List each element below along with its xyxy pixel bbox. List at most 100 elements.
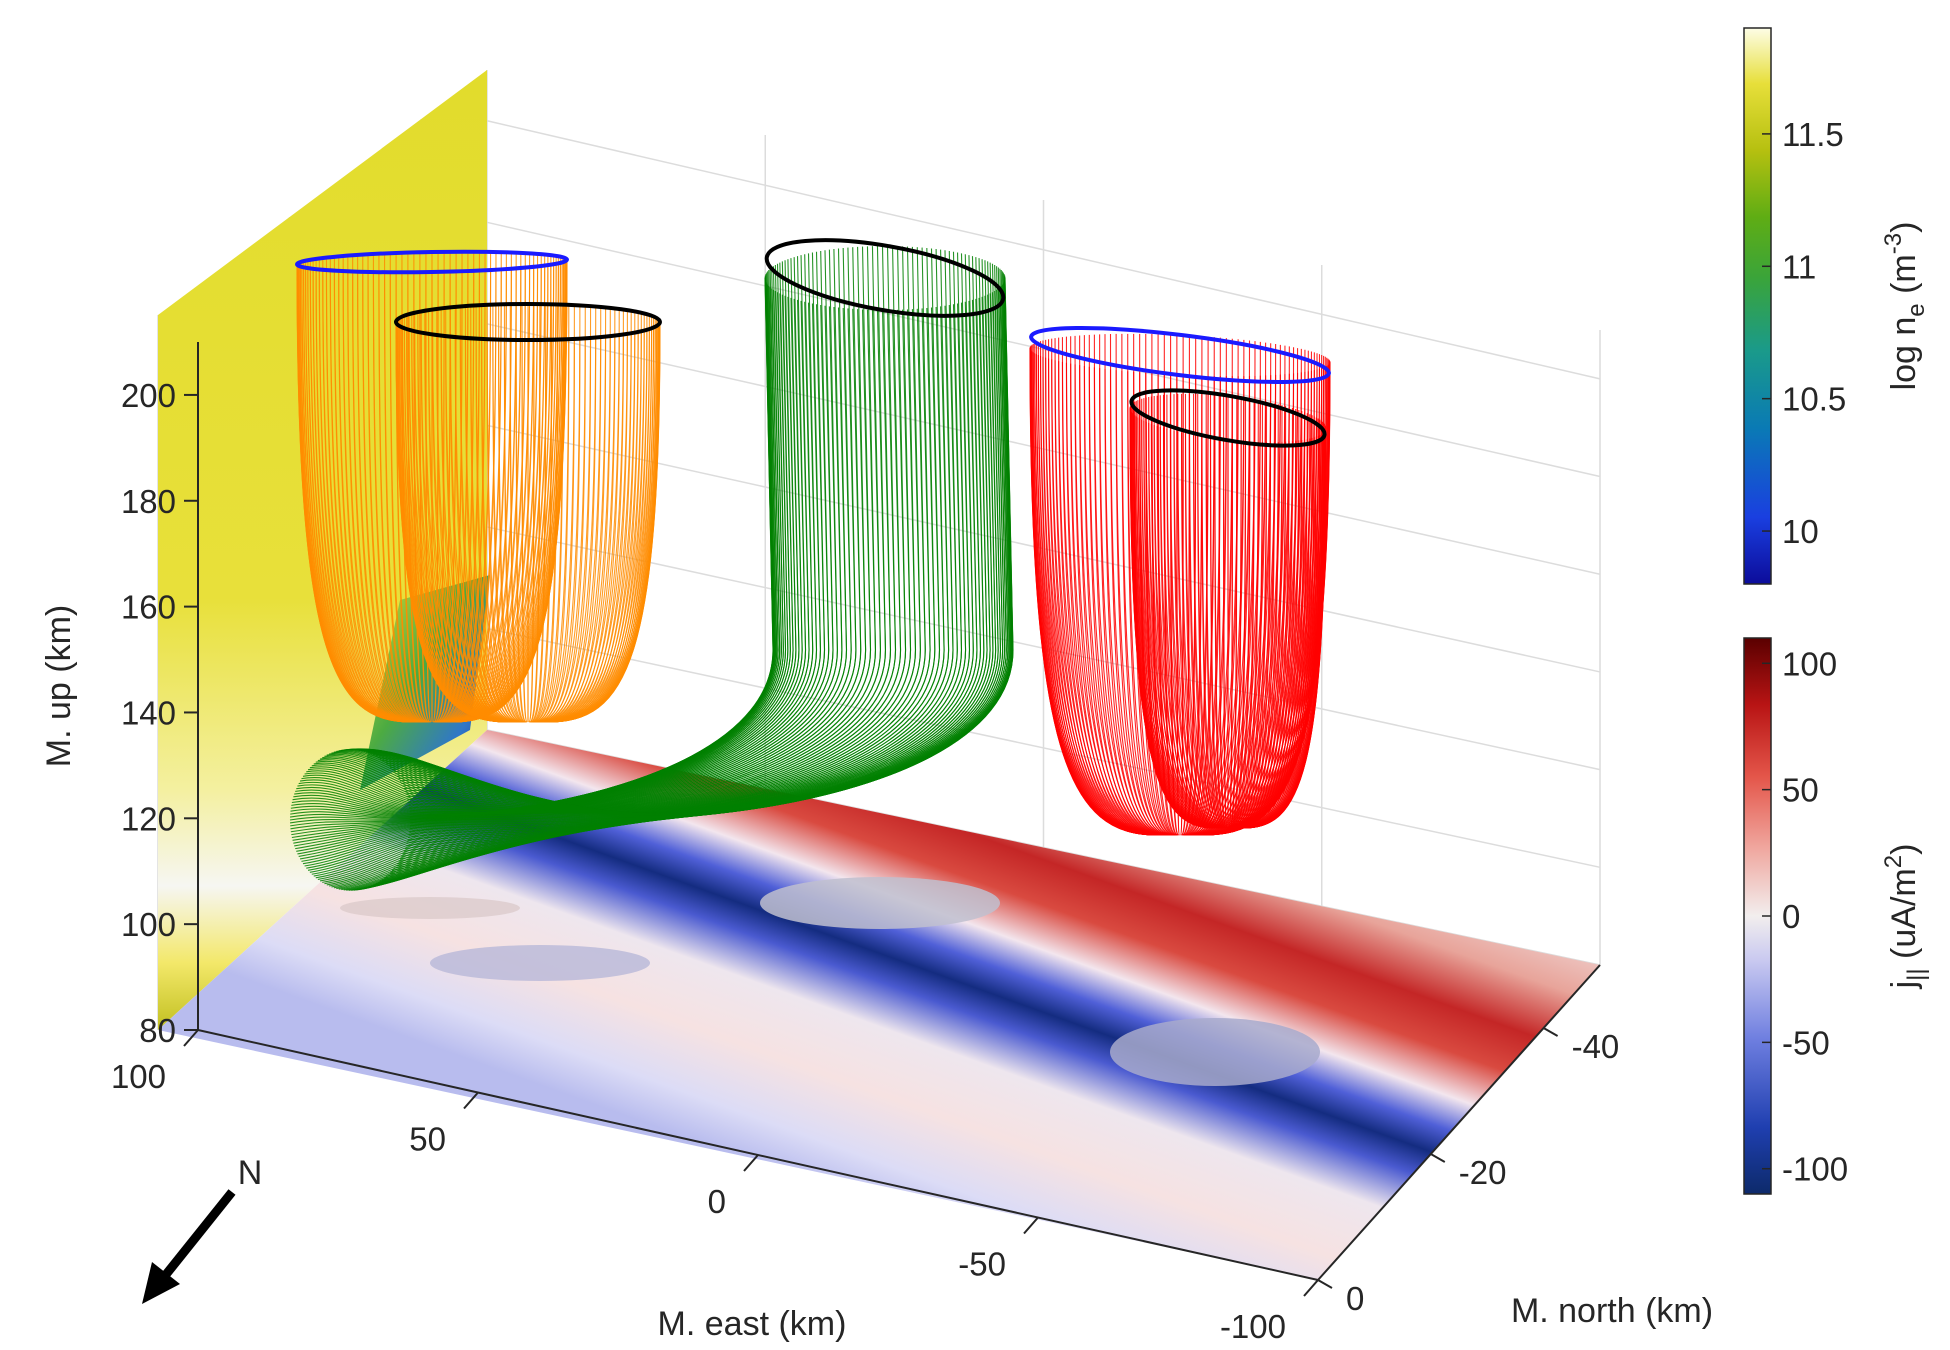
field-line bbox=[1176, 334, 1181, 836]
field-line bbox=[537, 306, 592, 723]
field-line bbox=[534, 304, 570, 723]
field-line bbox=[428, 310, 514, 723]
flux-tube-green bbox=[289, 238, 1014, 891]
field-line bbox=[447, 254, 539, 723]
flux-ring bbox=[394, 302, 662, 342]
field-line bbox=[1145, 397, 1216, 829]
x-tick bbox=[183, 1029, 199, 1047]
field-line bbox=[1061, 337, 1163, 836]
field-line bbox=[1237, 407, 1290, 829]
x-tick-label: 0 bbox=[708, 1183, 726, 1220]
field-line bbox=[1157, 334, 1177, 836]
field-line bbox=[342, 255, 419, 723]
z-axis-label: M. up (km) bbox=[40, 605, 78, 767]
grid-line bbox=[486, 120, 1601, 380]
field-line bbox=[529, 339, 541, 723]
field-line bbox=[1173, 394, 1220, 829]
colorbar-tick-label: 10 bbox=[1782, 513, 1819, 550]
field-line bbox=[1115, 333, 1171, 836]
field-line bbox=[424, 310, 513, 723]
flux-ring bbox=[1029, 326, 1331, 384]
field-line bbox=[486, 304, 522, 723]
colorbar-tick-label: 0 bbox=[1782, 898, 1800, 935]
x-tick-label: 100 bbox=[111, 1058, 166, 1095]
field-line bbox=[1233, 401, 1268, 829]
field-line bbox=[417, 312, 512, 723]
floor-patches bbox=[340, 877, 1320, 1086]
field-line bbox=[531, 304, 553, 723]
field-line bbox=[1238, 409, 1297, 829]
field-line bbox=[1197, 393, 1224, 829]
field-line bbox=[1177, 393, 1221, 829]
flux-tube-red-front bbox=[1129, 388, 1327, 829]
field-line bbox=[420, 311, 512, 723]
grid-line bbox=[486, 627, 1601, 869]
field-line bbox=[1169, 394, 1220, 829]
field-line bbox=[413, 252, 430, 723]
field-line bbox=[329, 256, 417, 723]
field-line bbox=[1163, 334, 1178, 836]
field-line bbox=[535, 305, 581, 723]
field-line bbox=[533, 304, 564, 723]
x-tick bbox=[1303, 1279, 1319, 1297]
field-line bbox=[325, 256, 417, 723]
field-line bbox=[1162, 394, 1219, 829]
field-line bbox=[521, 304, 528, 723]
field-line bbox=[1109, 334, 1170, 836]
field-line bbox=[372, 253, 424, 723]
field-line bbox=[445, 254, 526, 723]
field-line bbox=[1079, 335, 1165, 836]
field-line bbox=[378, 253, 425, 723]
floor-patch bbox=[340, 897, 520, 919]
y-tick-label: -20 bbox=[1459, 1154, 1507, 1191]
field-line bbox=[547, 321, 661, 723]
field-line bbox=[338, 255, 419, 723]
field-line bbox=[443, 253, 507, 723]
flux-ring bbox=[764, 238, 1006, 318]
field-line bbox=[1121, 333, 1172, 836]
field-line bbox=[436, 308, 515, 723]
colorbar-tick-label: 50 bbox=[1782, 772, 1819, 809]
field-line bbox=[1083, 335, 1166, 836]
field-line bbox=[529, 304, 541, 723]
field-line bbox=[1236, 405, 1283, 829]
y-tick bbox=[1543, 1027, 1559, 1037]
field-line bbox=[1099, 334, 1168, 836]
colorbar-tick-label: 10.5 bbox=[1782, 381, 1846, 418]
field-line bbox=[318, 257, 416, 723]
field-line bbox=[1093, 334, 1168, 836]
field-line bbox=[538, 306, 602, 723]
north-arrow-icon bbox=[142, 1262, 180, 1304]
flux-tube-orange-back bbox=[295, 249, 569, 723]
field-line bbox=[357, 254, 421, 723]
floor-patch bbox=[1110, 1018, 1320, 1086]
y-axis-label: M. north (km) bbox=[1511, 1292, 1713, 1330]
field-line bbox=[1233, 400, 1263, 829]
y-tick-label: -40 bbox=[1572, 1028, 1620, 1065]
z-tick-label: 160 bbox=[121, 589, 176, 626]
x-tick bbox=[1023, 1216, 1039, 1235]
field-line bbox=[530, 304, 547, 723]
field-line bbox=[1231, 398, 1251, 829]
field-line bbox=[1237, 408, 1294, 829]
field-line bbox=[432, 309, 514, 723]
z-tick-label: 140 bbox=[121, 694, 176, 731]
field-line bbox=[1065, 336, 1163, 836]
field-line bbox=[1070, 336, 1164, 836]
field-line bbox=[442, 252, 502, 723]
field-line bbox=[1205, 394, 1225, 829]
x-axis-label: M. east (km) bbox=[658, 1305, 847, 1343]
north-compass: N bbox=[142, 1154, 262, 1304]
colorbar-tick-label: -100 bbox=[1782, 1151, 1848, 1188]
field-line bbox=[1181, 393, 1222, 829]
field-line bbox=[1228, 396, 1233, 829]
colorbar-ne-label: log ne (m-3) bbox=[1880, 222, 1930, 391]
flux-ring bbox=[1129, 388, 1327, 448]
colorbar-j-label: j|| (uA/m2) bbox=[1880, 844, 1930, 990]
field-line bbox=[1209, 394, 1226, 829]
field-line bbox=[470, 305, 520, 723]
field-line bbox=[440, 252, 492, 723]
field-line bbox=[322, 256, 416, 723]
field-line bbox=[475, 305, 521, 723]
field-line bbox=[352, 254, 421, 723]
